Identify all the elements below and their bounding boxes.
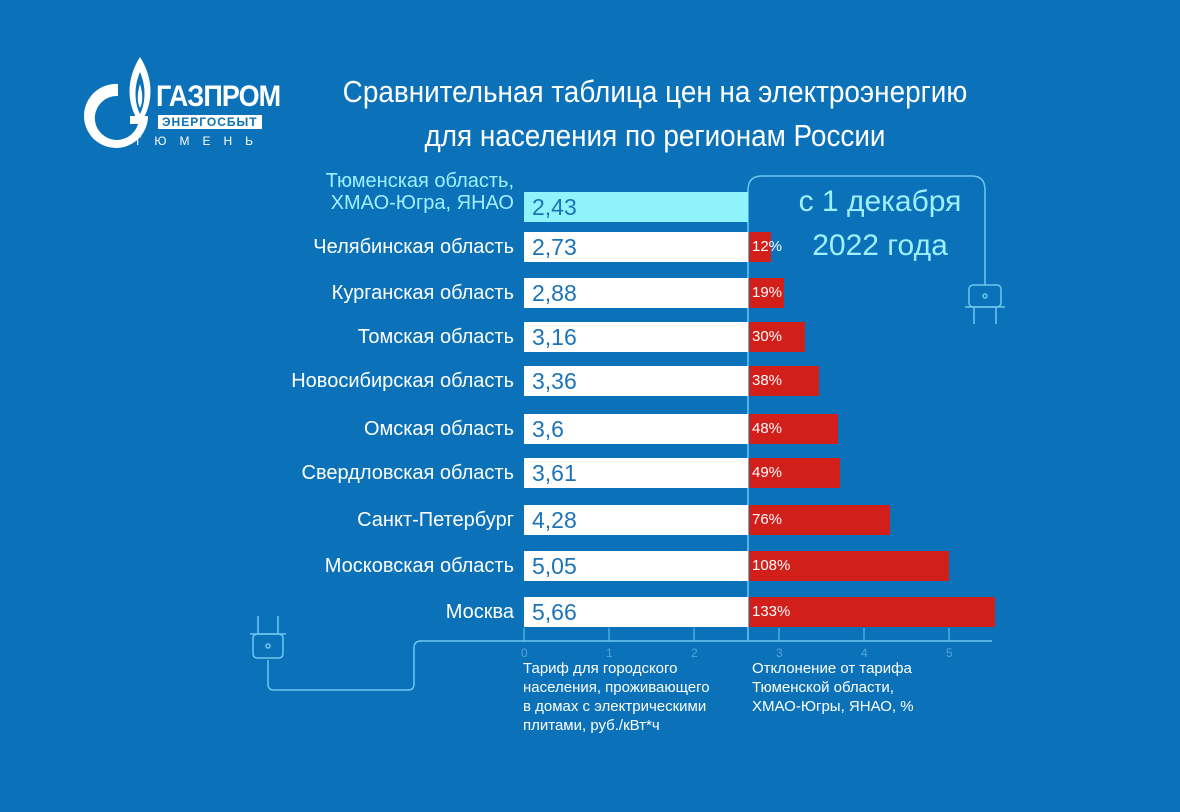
x-tick-label: 1: [606, 646, 613, 660]
category-label: Тюменская область, ХМАО-Югра, ЯНАО: [326, 170, 514, 214]
xlabel-line: Тюменской области,: [752, 679, 894, 696]
tariff-bar: 2,73: [524, 232, 748, 262]
deviation-bar: 38%: [749, 366, 820, 396]
xlabel-left: Тариф для городского населения, проживающ…: [523, 659, 710, 735]
category-label: Челябинская область: [313, 236, 514, 258]
deviation-bar: 12%: [749, 232, 782, 262]
tariff-bar: 2,88: [524, 278, 748, 308]
category-label: Томская область: [357, 326, 514, 348]
x-tick-label: 3: [776, 646, 783, 660]
title-line-1: Сравнительная таблица цен на электроэнер…: [342, 74, 968, 109]
date-callout: с 1 декабря 2022 года: [785, 180, 975, 268]
x-tick-label: 0: [521, 646, 528, 660]
deviation-label: 108%: [752, 557, 791, 574]
category-label: Курганская область: [331, 282, 514, 304]
tariff-bar: 4,28: [524, 505, 748, 535]
plug-icon-right: [965, 284, 1005, 324]
category-label: Новосибирская область: [291, 370, 514, 392]
deviation-bar: 30%: [749, 322, 805, 352]
tariff-bar: 5,66: [524, 597, 748, 627]
x-tick-label: 2: [691, 646, 698, 660]
tariff-bar: 3,6: [524, 414, 748, 444]
x-tick-label: 5: [946, 646, 953, 660]
gazprom-flame-logo-icon: [84, 57, 151, 148]
xlabel-line: Отклонение от тарифа: [752, 660, 912, 677]
xlabel-line: в домах с электрическими: [523, 698, 707, 715]
deviation-label: 49%: [752, 464, 783, 481]
tariff-bar: 3,36: [524, 366, 748, 396]
logo-city: ТЮМЕНЬ: [134, 134, 266, 148]
plug-icon-left: [250, 616, 286, 659]
tariff-bar: 2,43: [524, 192, 748, 222]
callout-line-2: 2022 года: [812, 229, 948, 262]
deviation-bar: 133%: [749, 597, 996, 627]
category-label-line: Тюменская область,: [325, 170, 514, 192]
deviation-label: 48%: [752, 420, 783, 437]
deviation-label: 133%: [752, 603, 791, 620]
xlabel-line: плитами, руб./кВт*ч: [523, 717, 660, 734]
deviation-label: 12%: [752, 238, 783, 255]
deviation-bar: 108%: [749, 551, 949, 581]
xlabel-line: Тариф для городского: [523, 660, 678, 677]
deviation-bar: 49%: [749, 458, 840, 488]
deviation-label: 19%: [752, 284, 783, 301]
tariff-bar: 3,61: [524, 458, 748, 488]
tariff-bar: 3,16: [524, 322, 748, 352]
callout-line-1: с 1 декабря: [798, 185, 962, 218]
xlabel-right: Отклонение от тарифа Тюменской области, ХМ…: [752, 659, 914, 716]
logo-brand: ГАЗПРОМ: [156, 80, 281, 113]
category-label: Московская область: [324, 555, 514, 577]
logo: ГАЗПРОМ ЭНЕРГОСБЫТ ТЮМЕНЬ: [78, 54, 281, 154]
deviation-label: 38%: [752, 372, 783, 389]
x-tick-label: 4: [861, 646, 868, 660]
deviation-label: 76%: [752, 511, 783, 528]
logo-sub: ЭНЕРГОСБЫТ: [158, 115, 262, 129]
xlabel-line: ХМАО-Югры, ЯНАО, %: [752, 698, 914, 715]
category-label: Омская область: [363, 418, 514, 440]
tariff-bar: 5,05: [524, 551, 748, 581]
category-label: Москва: [445, 601, 514, 623]
xlabel-line: населения, проживающего: [523, 679, 710, 696]
deviation-bar: 19%: [749, 278, 785, 308]
deviation-bar: 48%: [749, 414, 838, 444]
deviation-label: 30%: [752, 328, 783, 345]
category-label: Санкт-Петербург: [357, 509, 514, 531]
deviation-bar: 76%: [749, 505, 890, 535]
title-line-2: для населения по регионам России: [424, 118, 886, 153]
category-label-line: ХМАО-Югра, ЯНАО: [330, 192, 514, 214]
category-label: Свердловская область: [301, 462, 514, 484]
page-title: Сравнительная таблица цен на электроэнер…: [327, 70, 984, 158]
